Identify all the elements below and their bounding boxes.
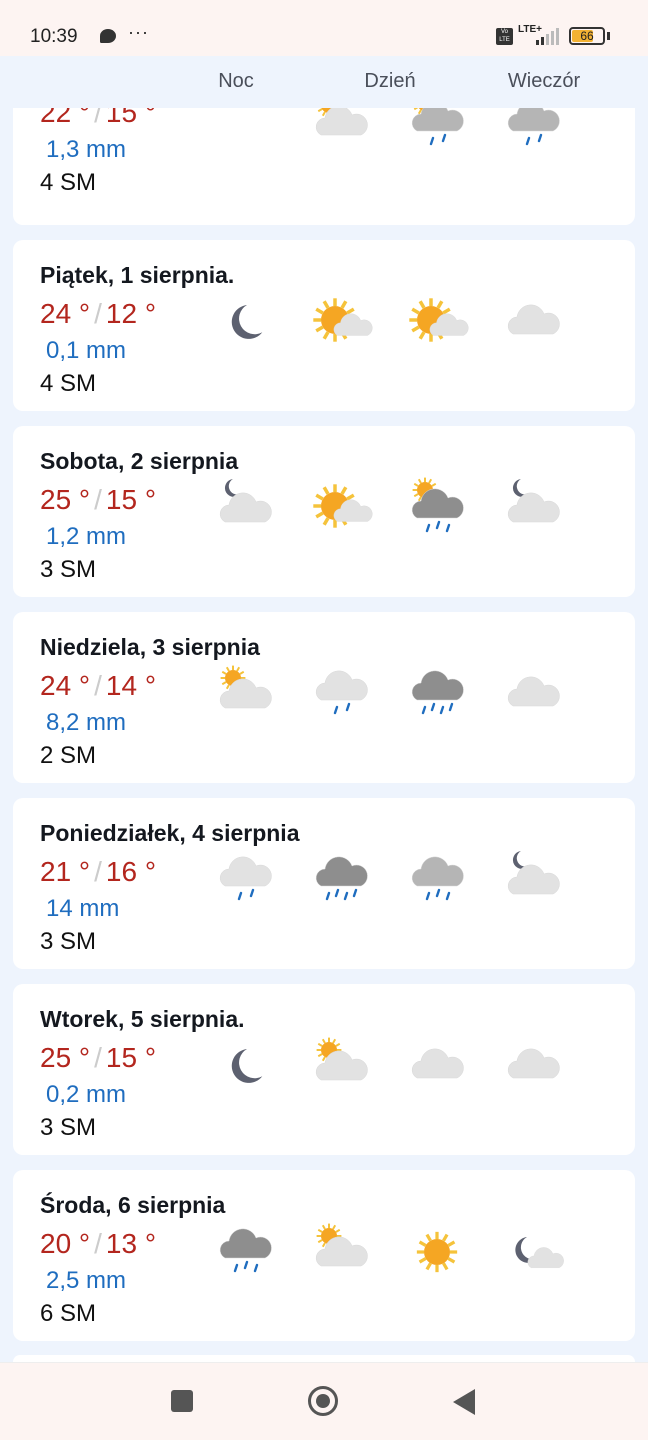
temp-high: 24 ° <box>40 670 91 701</box>
temp-separator: / <box>94 856 102 887</box>
graycloud-rain-icon <box>405 848 469 912</box>
wind-speed: 2 SM <box>40 742 97 769</box>
wind-speed: 4 SM <box>40 169 97 196</box>
wind-speed: 4 SM <box>40 370 97 397</box>
cloud-rain-icon <box>213 848 277 912</box>
precipitation: 1,3 mm <box>46 136 127 163</box>
temperature-range: 24 °/12 ° <box>40 298 156 330</box>
day-title: Środa, 6 sierpnia <box>40 1192 226 1218</box>
volte-icon: Vo LTE <box>496 28 513 45</box>
moon-icon <box>213 290 277 354</box>
precipitation: 2,5 mm <box>46 1267 127 1294</box>
column-wieczor: Wieczór <box>507 70 581 92</box>
forecast-list[interactable]: 22 °/15 ° 1,3 mm 4 SM Piątek, 1 sierpnia.… <box>0 90 648 1362</box>
temperature-range: 21 °/16 ° <box>40 856 156 888</box>
temp-separator: / <box>94 670 102 701</box>
moon-cloud-icon <box>213 476 277 540</box>
signal-icon <box>536 28 559 45</box>
temp-low: 16 ° <box>105 856 157 887</box>
wind-speed: 3 SM <box>40 556 97 583</box>
temperature-range: 20 °/13 ° <box>40 1228 156 1260</box>
temp-separator: / <box>94 97 102 128</box>
home-button[interactable] <box>308 1386 338 1416</box>
temp-high: 21 ° <box>40 856 91 887</box>
temp-low: 12 ° <box>105 298 157 329</box>
wind-speed: 3 SM <box>40 928 97 955</box>
temperature-range: 25 °/15 ° <box>40 484 156 516</box>
cloud-rain-icon <box>309 662 373 726</box>
sun-cloud-icon <box>309 1220 373 1284</box>
precipitation: 8,2 mm <box>46 709 127 736</box>
sun-small-cloud-icon <box>405 290 469 354</box>
sun-cloud-icon <box>309 1034 373 1098</box>
darkcloud-heavy-rain-icon <box>405 662 469 726</box>
day-title: Niedziela, 3 sierpnia <box>40 634 260 660</box>
moon-small-cloud-icon <box>501 1220 565 1284</box>
temp-high: 25 ° <box>40 484 91 515</box>
temp-low: 14 ° <box>105 670 157 701</box>
precipitation: 1,2 mm <box>46 523 127 550</box>
cloud-icon <box>501 662 565 726</box>
clock: 10:39 <box>30 26 78 47</box>
temp-separator: / <box>94 1228 102 1259</box>
day-title: Piątek, 1 sierpnia. <box>40 262 235 288</box>
temp-high: 25 ° <box>40 1042 91 1073</box>
darkcloud-heavy-rain-icon <box>309 848 373 912</box>
more-notifications-icon: ··· <box>128 22 149 42</box>
message-notification-icon <box>100 29 116 43</box>
sun-icon <box>405 1220 469 1284</box>
moon-cloud-icon <box>501 848 565 912</box>
battery-tip <box>607 32 610 40</box>
navigation-bar <box>0 1362 648 1440</box>
day-card[interactable]: Piątek, 1 sierpnia. 24 °/12 ° 0,1 mm 4 S… <box>13 240 635 411</box>
day-title: Wtorek, 5 sierpnia. <box>40 1006 245 1032</box>
wind-speed: 3 SM <box>40 1114 97 1141</box>
back-button[interactable] <box>453 1389 475 1415</box>
day-title: Poniedziałek, 4 sierpnia <box>40 820 300 846</box>
temp-high: 24 ° <box>40 298 91 329</box>
temp-separator: / <box>94 298 102 329</box>
cloud-icon <box>501 1034 565 1098</box>
temp-low: 15 ° <box>105 1042 157 1073</box>
precipitation: 14 mm <box>46 895 120 922</box>
column-noc: Noc <box>218 70 254 92</box>
recents-button[interactable] <box>171 1390 193 1412</box>
temperature-range: 25 °/15 ° <box>40 1042 156 1074</box>
column-dzien: Dzień <box>364 70 416 92</box>
temp-separator: / <box>94 484 102 515</box>
temp-low: 13 ° <box>105 1228 157 1259</box>
temperature-range: 24 °/14 ° <box>40 670 156 702</box>
moon-icon <box>213 1034 277 1098</box>
temp-high: 20 ° <box>40 1228 91 1259</box>
day-card[interactable]: Sobota, 2 sierpnia 25 °/15 ° 1,2 mm 3 SM <box>13 426 635 597</box>
day-card[interactable]: 22 °/15 ° 1,3 mm 4 SM <box>13 90 635 225</box>
column-header: Noc Dzień Wieczór <box>0 56 648 108</box>
day-card[interactable] <box>13 1355 635 1362</box>
precipitation: 0,1 mm <box>46 337 127 364</box>
status-bar: 10:39 ··· Vo LTE LTE+ 66 <box>0 0 648 56</box>
day-card[interactable]: Wtorek, 5 sierpnia. 25 °/15 ° 0,2 mm 3 S… <box>13 984 635 1155</box>
sun-darkcloud-rain-icon <box>405 476 469 540</box>
day-card[interactable]: Środa, 6 sierpnia 20 °/13 ° 2,5 mm 6 SM <box>13 1170 635 1341</box>
moon-cloud-icon <box>501 476 565 540</box>
wind-speed: 6 SM <box>40 1300 97 1327</box>
cloud-icon <box>405 1034 469 1098</box>
temp-low: 15 ° <box>105 484 157 515</box>
battery-icon: 66 <box>569 27 605 45</box>
sun-cloud-icon <box>213 662 277 726</box>
sun-small-cloud-icon <box>309 290 373 354</box>
day-card[interactable]: Poniedziałek, 4 sierpnia 21 °/16 ° 14 mm… <box>13 798 635 969</box>
battery-level: 66 <box>580 29 594 43</box>
sun-small-cloud-icon <box>309 476 373 540</box>
temp-separator: / <box>94 1042 102 1073</box>
day-card[interactable]: Niedziela, 3 sierpnia 24 °/14 ° 8,2 mm 2… <box>13 612 635 783</box>
darkcloud-rain-icon <box>213 1220 277 1284</box>
day-title: Sobota, 2 sierpnia <box>40 448 239 474</box>
network-type: LTE+ <box>518 24 542 35</box>
precipitation: 0,2 mm <box>46 1081 127 1108</box>
cloud-icon <box>501 290 565 354</box>
